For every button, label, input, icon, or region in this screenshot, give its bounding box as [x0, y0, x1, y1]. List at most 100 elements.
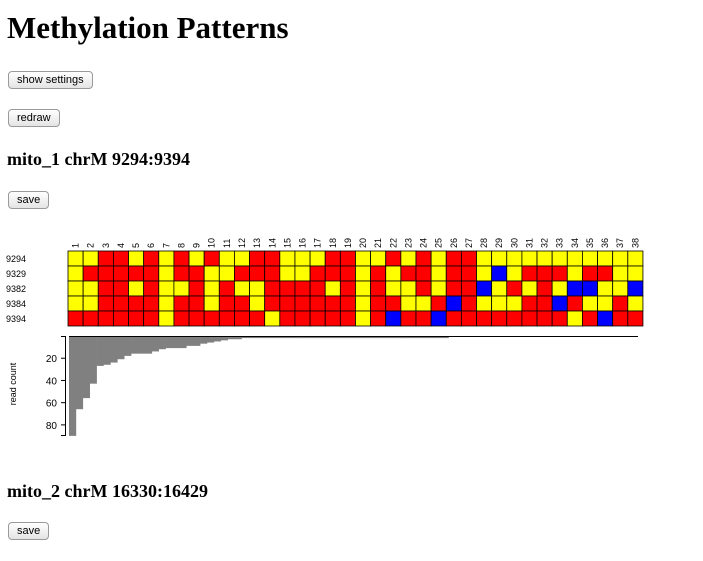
methylation-cell — [385, 310, 402, 327]
methylation-cell — [82, 310, 99, 327]
methylation-cell — [385, 250, 402, 267]
methylation-cell — [445, 265, 462, 282]
column-label: 11 — [222, 239, 232, 248]
column-label: 36 — [600, 238, 610, 248]
methylation-cell — [476, 295, 493, 312]
methylation-cell — [324, 265, 341, 282]
methylation-cell — [82, 250, 99, 267]
column-label: 37 — [615, 238, 625, 248]
methylation-cell — [143, 250, 160, 267]
methylation-cell — [582, 250, 598, 267]
save-button[interactable]: save — [8, 191, 50, 209]
methylation-cell — [188, 280, 205, 297]
methylation-cell — [128, 310, 145, 327]
methylation-cell — [173, 265, 190, 282]
methylation-cell — [491, 310, 508, 327]
read-count-bar — [220, 337, 228, 341]
region-title: mito_1 chrM 9294:9394 — [7, 149, 190, 169]
methylation-cell — [460, 310, 477, 327]
column-label: 7 — [161, 243, 171, 248]
methylation-cell — [430, 250, 447, 267]
column-label: 33 — [555, 238, 565, 248]
methylation-cell — [158, 250, 175, 267]
column-label: 24 — [419, 238, 429, 248]
methylation-cell — [97, 280, 114, 297]
column-labels: 1 2 3 4 5 6 7 8 9 10 11 12 13 14 15 16 17 18 19 20 21 22 23 24 2… — [71, 238, 641, 248]
methylation-cell — [234, 280, 250, 297]
save-button[interactable]: save — [8, 522, 50, 540]
read-count-bar — [345, 337, 353, 339]
redraw-button[interactable]: redraw — [8, 109, 60, 127]
read-count-bar — [124, 337, 132, 356]
methylation-cell — [491, 265, 508, 282]
methylation-cell — [264, 265, 281, 282]
read-count-bar — [372, 337, 380, 339]
methylation-cell — [506, 310, 523, 327]
methylation-cell — [597, 295, 614, 312]
methylation-cell — [339, 265, 356, 282]
column-label: 20 — [358, 238, 368, 248]
column-label: 17 — [313, 238, 323, 248]
methylation-cell — [612, 280, 629, 297]
axis-tick-label: 40 — [46, 376, 58, 387]
column-label: 6 — [146, 243, 156, 248]
column-label: 23 — [403, 238, 413, 248]
read-count-bar — [110, 337, 118, 363]
methylation-cell — [582, 280, 598, 297]
row-label: 9294 — [6, 254, 26, 264]
methylation-cell — [370, 310, 387, 327]
methylation-cell — [506, 295, 523, 312]
methylation-cell — [627, 295, 644, 312]
read-count-histogram: 20 40 60 80 read count — [8, 336, 638, 436]
column-label: 31 — [524, 238, 534, 248]
methylation-cell — [203, 265, 220, 282]
read-count-bar — [289, 337, 297, 339]
methylation-cell — [128, 250, 145, 267]
methylation-cell — [112, 280, 129, 297]
read-count-bar — [82, 337, 90, 399]
methylation-heatmap — [67, 250, 644, 327]
methylation-cell — [521, 280, 538, 297]
methylation-cell — [460, 295, 477, 312]
methylation-cell — [82, 265, 99, 282]
read-count-bar — [241, 337, 249, 339]
methylation-cell — [415, 295, 432, 312]
methylation-cell — [67, 280, 84, 297]
methylation-cell — [355, 265, 372, 282]
read-count-bar — [393, 337, 401, 339]
methylation-cell — [324, 310, 341, 327]
show-settings-button[interactable]: show settings — [8, 71, 93, 89]
methylation-cell — [582, 310, 598, 327]
read-count-bar — [276, 337, 284, 339]
methylation-cell — [551, 280, 568, 297]
column-label: 19 — [343, 238, 353, 248]
column-label: 30 — [509, 238, 519, 248]
methylation-cell — [597, 310, 614, 327]
methylation-cell — [445, 310, 462, 327]
methylation-cell — [430, 310, 447, 327]
methylation-cell — [218, 280, 235, 297]
column-label: 3 — [101, 243, 111, 248]
column-label: 34 — [570, 238, 580, 248]
read-count-bar — [227, 337, 235, 340]
methylation-cell — [400, 280, 417, 297]
read-count-bar — [324, 337, 332, 339]
methylation-cell — [294, 250, 311, 267]
read-count-bar — [193, 337, 201, 346]
column-label: 5 — [131, 243, 141, 248]
methylation-cell — [521, 310, 538, 327]
methylation-cell — [415, 265, 432, 282]
methylation-cell — [476, 265, 493, 282]
methylation-cell — [112, 250, 129, 267]
column-label: 14 — [267, 238, 277, 248]
methylation-cell — [370, 280, 387, 297]
methylation-cell — [506, 280, 523, 297]
methylation-cell — [612, 250, 629, 267]
methylation-cell — [551, 295, 568, 312]
methylation-cell — [218, 250, 235, 267]
read-count-bar — [386, 337, 394, 339]
methylation-cell — [491, 250, 508, 267]
column-label: 25 — [434, 238, 444, 248]
column-label: 35 — [585, 238, 595, 248]
read-count-bar — [310, 337, 318, 339]
